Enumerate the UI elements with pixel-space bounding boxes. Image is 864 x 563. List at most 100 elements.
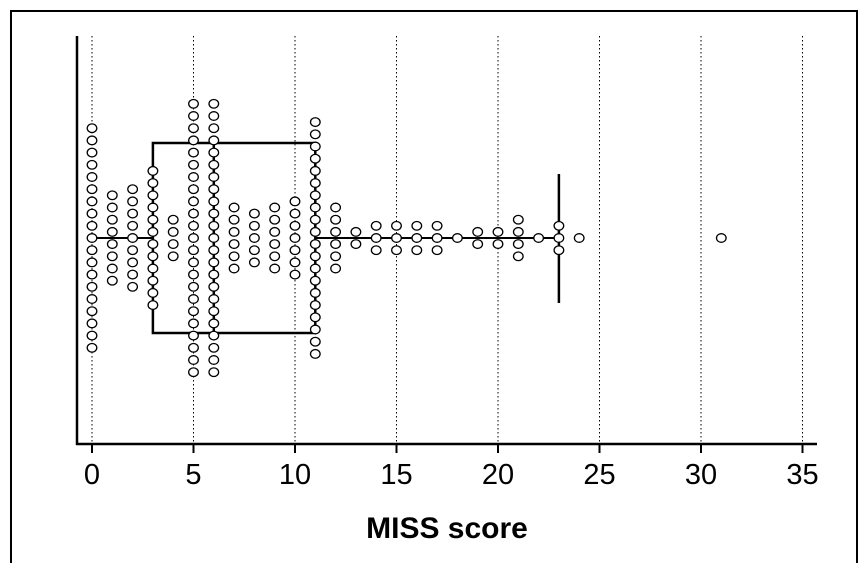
data-point [228, 251, 240, 262]
data-point [208, 306, 220, 317]
data-point [512, 251, 524, 262]
data-point [106, 275, 118, 286]
data-point [431, 233, 443, 243]
data-point [127, 245, 139, 256]
data-point [289, 196, 301, 207]
data-point [188, 111, 199, 121]
data-point [370, 233, 382, 243]
data-point [86, 342, 98, 353]
data-point [208, 184, 220, 195]
data-point [147, 226, 159, 237]
data-point [248, 208, 260, 219]
data-point [167, 226, 179, 237]
data-point [269, 251, 281, 262]
data-point [188, 159, 199, 170]
data-point [269, 214, 281, 225]
data-point [188, 245, 199, 256]
data-point [188, 306, 199, 317]
data-point [309, 336, 321, 347]
data-point [391, 245, 402, 256]
data-point [167, 214, 179, 225]
data-point [106, 202, 118, 213]
data-point [147, 287, 159, 298]
data-point [411, 233, 423, 243]
data-point [208, 159, 220, 170]
data-point [309, 251, 321, 262]
data-point [106, 190, 118, 201]
data-point [248, 233, 260, 243]
data-point [188, 208, 199, 219]
data-point [208, 98, 220, 109]
data-point [86, 318, 98, 329]
data-point [147, 275, 159, 286]
data-point [188, 367, 199, 378]
data-point [309, 348, 321, 359]
data-point [330, 239, 342, 250]
data-point [472, 239, 484, 250]
data-point [553, 245, 565, 256]
data-point [309, 153, 321, 164]
data-point [309, 165, 321, 176]
data-point [472, 226, 484, 237]
data-point [127, 257, 139, 268]
data-point [188, 184, 199, 195]
x-tick-label: 0 [84, 459, 100, 491]
x-tick-label: 15 [380, 459, 412, 491]
gridlines [91, 36, 803, 444]
data-point [86, 245, 98, 256]
data-point [147, 190, 159, 201]
data-point [208, 172, 220, 182]
data-point [309, 214, 321, 225]
data-point [188, 294, 199, 304]
data-point [330, 251, 342, 262]
data-point [269, 226, 281, 237]
data-point [188, 342, 199, 353]
data-point [512, 239, 524, 250]
data-point [208, 269, 220, 280]
data-point [309, 324, 321, 335]
data-point [127, 208, 139, 219]
data-point [167, 251, 179, 262]
data-point [309, 202, 321, 213]
data-point [309, 190, 321, 201]
data-point [228, 239, 240, 250]
data-point [573, 233, 585, 243]
data-point [147, 178, 159, 189]
data-point [188, 330, 199, 341]
data-point [370, 245, 382, 256]
data-point [86, 306, 98, 317]
data-point [147, 300, 159, 311]
data-point [106, 263, 118, 274]
data-point [330, 226, 342, 237]
x-tick-label: 20 [482, 459, 514, 491]
data-point [248, 257, 260, 268]
data-point [309, 239, 321, 250]
data-point [350, 226, 362, 237]
data-point [208, 330, 220, 341]
data-point [208, 123, 220, 134]
data-point [86, 269, 98, 280]
data-point [208, 318, 220, 329]
data-point [188, 269, 199, 280]
data-point [309, 287, 321, 298]
data-point [127, 220, 139, 231]
data-point [86, 159, 98, 170]
data-point [512, 214, 524, 225]
data-point [309, 117, 321, 128]
data-point [188, 135, 199, 146]
data-point [188, 281, 199, 292]
data-point [431, 245, 443, 256]
x-tick-labels: 0 5 10 15 20 25 30 35 [84, 459, 819, 491]
data-point [208, 355, 220, 365]
data-point [228, 214, 240, 225]
data-point [330, 214, 342, 225]
data-point [309, 129, 321, 140]
data-point [411, 245, 423, 256]
data-point [86, 257, 98, 268]
data-point [309, 275, 321, 286]
data-point [309, 178, 321, 189]
data-point [147, 263, 159, 274]
data-point [86, 172, 98, 182]
data-point [248, 220, 260, 231]
